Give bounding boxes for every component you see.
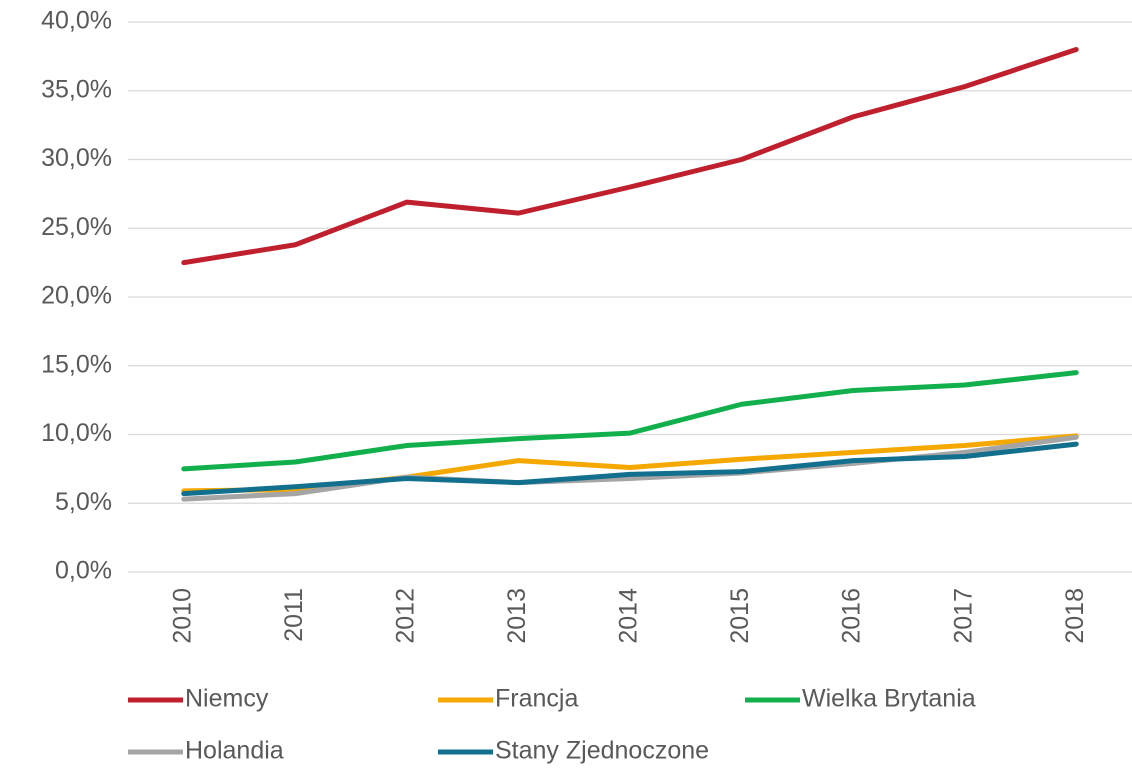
legend-label: Niemcy bbox=[185, 685, 269, 713]
x-tick-label: 2011 bbox=[280, 588, 308, 642]
y-tick-label: 15,0% bbox=[41, 350, 112, 378]
y-tick-label: 20,0% bbox=[41, 282, 112, 310]
x-tick-label: 2017 bbox=[949, 588, 977, 644]
line-series bbox=[181, 370, 1079, 472]
y-tick-label: 10,0% bbox=[41, 419, 112, 447]
legend-label: Francja bbox=[495, 685, 578, 713]
x-tick-label: 2013 bbox=[503, 588, 531, 644]
y-tick-label: 5,0% bbox=[55, 488, 112, 516]
legend-label: Wielka Brytania bbox=[802, 685, 976, 713]
y-tick-label: 0,0% bbox=[55, 557, 112, 585]
x-tick-label: 2015 bbox=[726, 588, 754, 644]
x-tick-label: 2014 bbox=[615, 588, 643, 644]
y-tick-label: 35,0% bbox=[41, 75, 112, 103]
y-tick-label: 30,0% bbox=[41, 144, 112, 172]
x-tick-label: 2018 bbox=[1061, 588, 1089, 644]
y-tick-label: 40,0% bbox=[41, 7, 112, 35]
line-series bbox=[181, 47, 1079, 266]
x-tick-label: 2012 bbox=[391, 588, 419, 644]
x-tick-label: 2010 bbox=[168, 588, 196, 644]
y-tick-label: 25,0% bbox=[41, 213, 112, 241]
legend-label: Holandia bbox=[185, 737, 284, 765]
x-tick-label: 2016 bbox=[838, 588, 866, 644]
line-series bbox=[181, 441, 1079, 497]
legend-label: Stany Zjednoczone bbox=[495, 737, 709, 765]
